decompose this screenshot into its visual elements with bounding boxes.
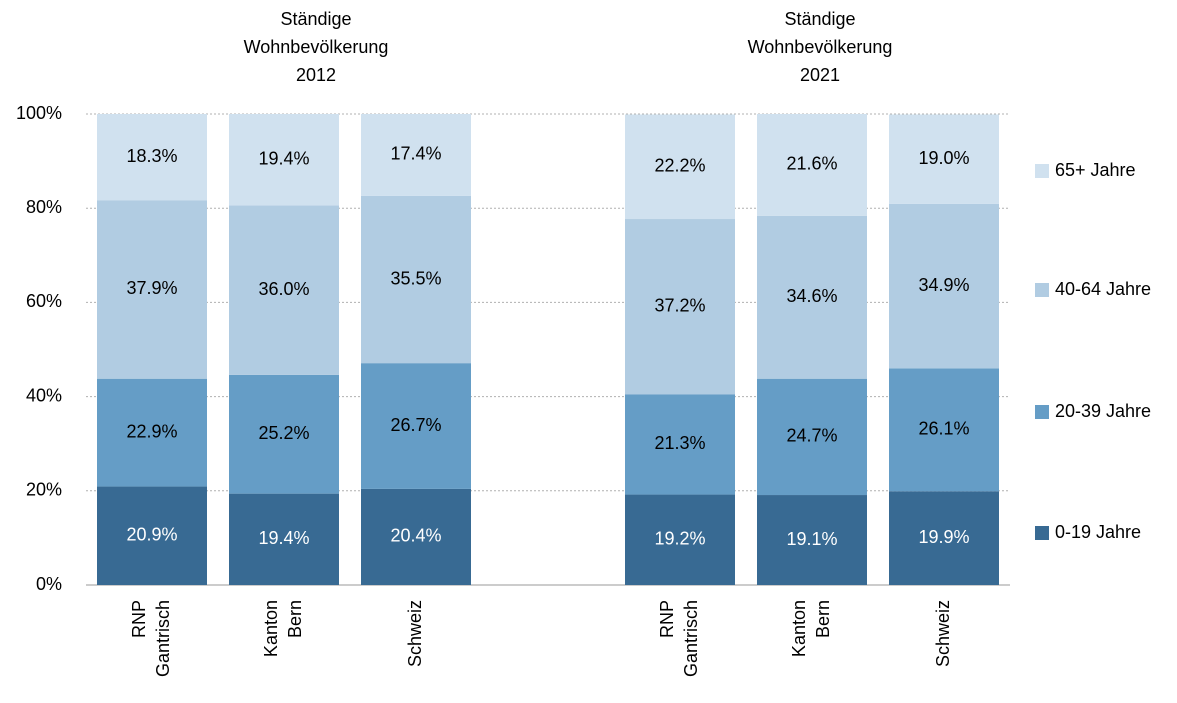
bar-segment xyxy=(889,203,999,369)
group-title: 2021 xyxy=(800,65,840,85)
value-label: 37.2% xyxy=(654,295,705,315)
bar-segment xyxy=(229,114,339,206)
bar-segment xyxy=(361,114,471,196)
group-title: Wohnbevölkerung xyxy=(244,37,389,57)
bar-segment xyxy=(97,200,207,379)
value-label: 26.7% xyxy=(390,415,441,435)
bar-segment xyxy=(889,491,999,585)
x-tick-label: Schweiz xyxy=(405,600,425,667)
value-label: 21.3% xyxy=(654,433,705,453)
bar-segment xyxy=(97,114,207,201)
bar-segment xyxy=(97,486,207,585)
legend-swatch xyxy=(1035,283,1049,297)
bar-segment xyxy=(625,394,735,495)
x-tick-label: Bern xyxy=(285,600,305,638)
value-label: 18.3% xyxy=(126,146,177,166)
y-tick-label: 100% xyxy=(16,103,62,123)
x-tick-label: Kanton xyxy=(261,600,281,657)
bar-segment xyxy=(889,368,999,492)
x-tick-label: RNP xyxy=(657,600,677,638)
bar-segment xyxy=(757,114,867,216)
value-label: 22.9% xyxy=(126,421,177,441)
legend-swatch xyxy=(1035,164,1049,178)
y-tick-label: 0% xyxy=(36,574,62,594)
bar-segment xyxy=(625,114,735,220)
value-label: 19.1% xyxy=(786,529,837,549)
value-label: 19.2% xyxy=(654,529,705,549)
group-title: 2012 xyxy=(296,65,336,85)
value-label: 19.4% xyxy=(258,148,309,168)
value-label: 34.9% xyxy=(918,275,969,295)
bar-segment xyxy=(229,493,339,585)
legend-label: 20-39 Jahre xyxy=(1055,401,1151,421)
x-tick-label: Schweiz xyxy=(933,600,953,667)
x-tick-label: RNP xyxy=(129,600,149,638)
value-label: 24.7% xyxy=(786,426,837,446)
bar-segment xyxy=(361,195,471,364)
y-tick-label: 20% xyxy=(26,480,62,500)
value-label: 19.0% xyxy=(918,148,969,168)
bar-segment xyxy=(889,114,999,204)
legend-label: 65+ Jahre xyxy=(1055,160,1136,180)
value-label: 19.4% xyxy=(258,528,309,548)
value-label: 35.5% xyxy=(390,268,441,288)
y-tick-label: 60% xyxy=(26,291,62,311)
value-label: 34.6% xyxy=(786,286,837,306)
x-tick-label: Kanton xyxy=(789,600,809,657)
value-label: 20.9% xyxy=(126,525,177,545)
legend-label: 40-64 Jahre xyxy=(1055,279,1151,299)
bar-segment xyxy=(757,378,867,496)
value-label: 36.0% xyxy=(258,279,309,299)
group-title: Ständige xyxy=(784,9,855,29)
x-tick-label: Bern xyxy=(813,600,833,638)
y-tick-label: 40% xyxy=(26,385,62,405)
x-tick-label: Gantrisch xyxy=(681,600,701,677)
group-title: Ständige xyxy=(280,9,351,29)
bar-segment xyxy=(625,494,735,585)
bar-segment xyxy=(97,378,207,487)
bar-segment xyxy=(625,219,735,395)
bar-segment xyxy=(361,488,471,585)
y-tick-label: 80% xyxy=(26,197,62,217)
bar-segment xyxy=(361,363,471,489)
group-title: Wohnbevölkerung xyxy=(748,37,893,57)
value-label: 22.2% xyxy=(654,156,705,176)
legend-label: 0-19 Jahre xyxy=(1055,522,1141,542)
bar-segment xyxy=(757,215,867,379)
bar-segment xyxy=(757,495,867,585)
bar-segment xyxy=(229,205,339,375)
value-label: 19.9% xyxy=(918,527,969,547)
value-label: 25.2% xyxy=(258,423,309,443)
value-label: 17.4% xyxy=(390,144,441,164)
bar-segment xyxy=(229,374,339,494)
value-label: 20.4% xyxy=(390,526,441,546)
legend-swatch xyxy=(1035,526,1049,540)
x-tick-label: Gantrisch xyxy=(153,600,173,677)
value-label: 26.1% xyxy=(918,419,969,439)
legend-swatch xyxy=(1035,405,1049,419)
value-label: 37.9% xyxy=(126,278,177,298)
value-label: 21.6% xyxy=(786,154,837,174)
